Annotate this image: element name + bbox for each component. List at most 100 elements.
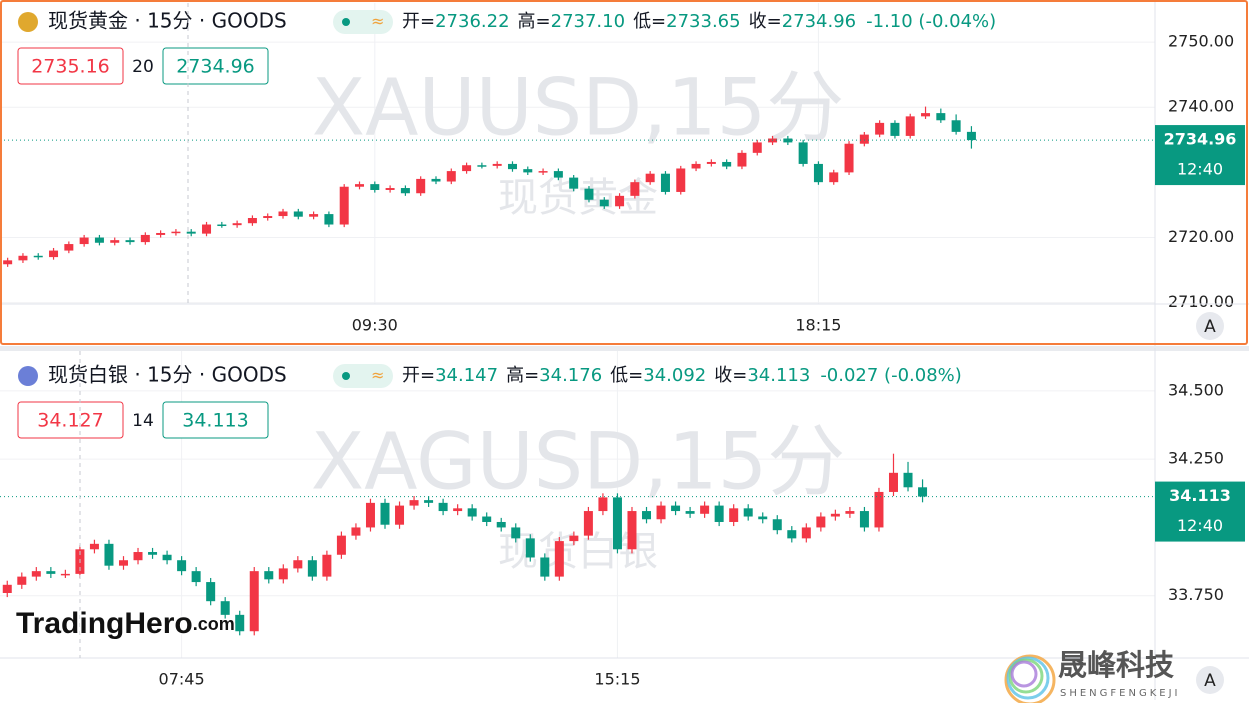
candle-body: [936, 113, 946, 121]
ask[interactable]: 34.113: [182, 410, 248, 432]
candle-body: [482, 516, 492, 522]
candle-body: [31, 571, 41, 577]
candle-body: [33, 255, 43, 258]
pane: 33.750 34.250 34.500 07:45 15:15 XAGUSD,15分 现货…: [0, 348, 1249, 700]
candle-body: [729, 508, 739, 522]
ohlc: 开=2736.22 高=2737.10 低=2733.65 收=2734.96 -1.1…: [402, 11, 996, 32]
candle-body: [247, 218, 257, 224]
scale-button-label[interactable]: A: [1204, 317, 1216, 337]
candle-body: [438, 502, 448, 512]
brand-name: TradingHero: [16, 607, 193, 640]
scale-button[interactable]: [1196, 666, 1224, 694]
candle-body: [278, 568, 288, 580]
candle-body: [79, 237, 89, 245]
candle-body: [125, 240, 135, 243]
bid[interactable]: 34.127: [37, 410, 103, 432]
ohlc-label: 收=: [749, 11, 782, 32]
ohlc-label: 高=: [518, 11, 551, 32]
candle-body: [104, 543, 114, 566]
ohlc-value: 2737.10: [551, 11, 625, 32]
ohlc-label: 低=: [633, 11, 666, 32]
candle-body: [951, 120, 961, 132]
ask[interactable]: 2734.96: [176, 56, 255, 78]
bid-box[interactable]: [17, 47, 124, 85]
candle-body: [307, 560, 317, 577]
candle-body: [278, 211, 288, 217]
candle-body: [905, 116, 915, 136]
y-tick-label: 2750.00: [1168, 32, 1234, 51]
company-mark: [1006, 656, 1050, 700]
candle-body: [685, 511, 695, 514]
candle-body: [569, 535, 579, 542]
ohlc-value: 34.092: [643, 365, 706, 386]
candle-body: [569, 177, 579, 189]
candle-body: [220, 601, 230, 615]
status-pill: [333, 364, 393, 388]
candle-body: [322, 554, 332, 577]
candle-body: [676, 168, 686, 192]
candle-body: [829, 172, 839, 183]
ohlc-label: 高=: [506, 365, 539, 386]
candle-body: [801, 527, 811, 539]
spread: 14: [132, 411, 154, 431]
candle-body: [903, 472, 913, 488]
candle-body: [365, 502, 375, 528]
status-wave: ≈: [371, 366, 384, 385]
status-dot: [342, 372, 350, 380]
company-mark: [1004, 654, 1056, 703]
candle-body: [424, 500, 434, 503]
y-tick-label: 2710.00: [1168, 292, 1234, 311]
ohlc-change: -1.10 (-0.04%): [866, 11, 996, 32]
candle-body: [700, 505, 710, 514]
candle-body: [339, 186, 349, 225]
ohlc-label: 收=: [714, 365, 747, 386]
candle-body: [217, 224, 227, 227]
candle-body: [918, 487, 928, 497]
candle-body: [752, 142, 762, 153]
scale-button-label[interactable]: A: [1204, 671, 1216, 691]
candle-body: [612, 497, 622, 550]
candle-body: [890, 122, 900, 136]
candle-body: [64, 244, 74, 251]
candle-body: [409, 500, 419, 506]
ohlc-label: 开=: [402, 11, 435, 32]
candle-body: [722, 161, 732, 167]
bid-box[interactable]: [17, 401, 124, 439]
price-tag: [1155, 481, 1245, 542]
candle-body: [553, 171, 563, 178]
candle-body: [206, 582, 216, 602]
candle-body: [627, 511, 637, 550]
candle-body: [787, 530, 797, 539]
pane-separator: [0, 346, 1249, 351]
company-mark: [1008, 658, 1044, 694]
ohlc-label: 低=: [610, 365, 643, 386]
candle-body: [691, 163, 701, 169]
candle-body: [599, 199, 609, 207]
candle-body: [645, 173, 655, 183]
company-name: 晟峰科技: [1058, 648, 1174, 682]
candle-body: [642, 511, 652, 520]
candle-body: [202, 224, 212, 234]
candle-body: [18, 255, 28, 261]
status-pill: [333, 10, 393, 34]
candle-body: [477, 165, 487, 167]
bid[interactable]: 2735.16: [31, 56, 110, 78]
focus-border: [0, 0, 1248, 345]
candle-body: [309, 214, 319, 217]
ohlc-value: 2733.65: [666, 11, 740, 32]
brand-suffix: .com: [193, 614, 235, 634]
candle-body: [140, 234, 150, 243]
ask-box[interactable]: [162, 401, 269, 439]
ask-box[interactable]: [162, 47, 269, 85]
candle-body: [186, 231, 196, 234]
candle-body: [554, 541, 564, 577]
candle-body: [351, 527, 361, 536]
price-tag-countdown: 12:40: [1177, 160, 1223, 179]
candle-body: [446, 171, 456, 182]
candle-body: [492, 163, 502, 166]
scale-button[interactable]: [1196, 312, 1224, 340]
candle-body: [249, 571, 259, 632]
candle-body: [615, 195, 625, 207]
